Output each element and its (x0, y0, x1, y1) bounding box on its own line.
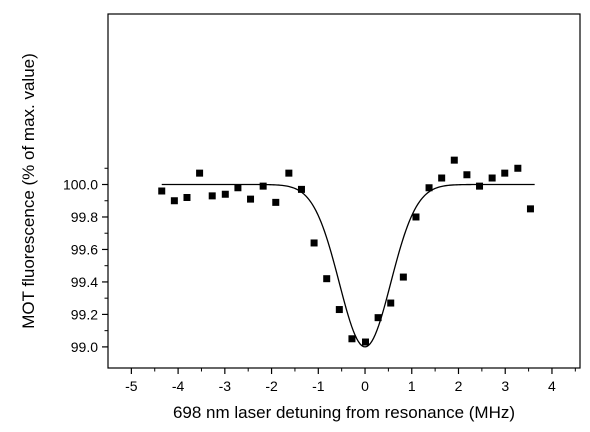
data-point (259, 182, 267, 190)
ticks (102, 167, 576, 374)
tick-labels: -5 -4 -3 -2 -1 0 1 2 3 4 99.0 99.2 99.4 99.6 99.8 100.0 (63, 177, 556, 394)
x-tick-label: 1 (408, 378, 416, 394)
y-tick-label: 99.8 (71, 209, 98, 225)
x-tick-label: 2 (455, 378, 463, 394)
data-point (348, 335, 356, 343)
data-point (310, 239, 318, 247)
x-tick-label: -1 (312, 378, 325, 394)
data-point (208, 192, 216, 200)
data-point (425, 184, 433, 192)
data-point (463, 171, 471, 179)
data-point (196, 169, 204, 177)
y-axis-title: MOT fluorescence (% of max. value) (19, 53, 38, 329)
data-point (514, 164, 522, 172)
data-point (323, 275, 331, 283)
x-axis-title: 698 nm laser detuning from resonance (MH… (173, 403, 515, 422)
data-point (412, 213, 420, 221)
data-point (361, 338, 369, 346)
data-point (438, 174, 446, 182)
data-point (297, 185, 305, 193)
data-point (272, 198, 280, 206)
x-tick-label: -3 (219, 378, 232, 394)
x-tick-label: -5 (125, 378, 138, 394)
data-point (335, 306, 343, 314)
data-point (526, 205, 534, 213)
y-tick-label: 100.0 (63, 177, 98, 193)
data-point (501, 169, 509, 177)
fit-curve (161, 183, 535, 348)
data-point (374, 314, 382, 322)
data-point (221, 190, 229, 198)
x-tick-label: -2 (265, 378, 278, 394)
x-tick-label: -4 (172, 378, 185, 394)
data-point (450, 156, 458, 164)
x-tick-label: 4 (548, 378, 556, 394)
data-point (387, 299, 395, 307)
data-point (285, 169, 293, 177)
data-point (158, 187, 166, 195)
y-tick-label: 99.6 (71, 241, 98, 257)
y-tick-label: 99.4 (71, 274, 98, 290)
data-points (158, 156, 534, 346)
y-tick-label: 99.2 (71, 306, 98, 322)
data-point (476, 182, 484, 190)
data-point (488, 174, 496, 182)
x-tick-label: 0 (361, 378, 369, 394)
data-point (234, 184, 242, 192)
plot-frame (107, 13, 581, 369)
data-point (183, 193, 191, 201)
data-point (247, 195, 255, 203)
y-tick-label: 99.0 (71, 339, 98, 355)
x-tick-label: 3 (501, 378, 509, 394)
data-point (399, 273, 407, 281)
data-point (170, 197, 178, 205)
